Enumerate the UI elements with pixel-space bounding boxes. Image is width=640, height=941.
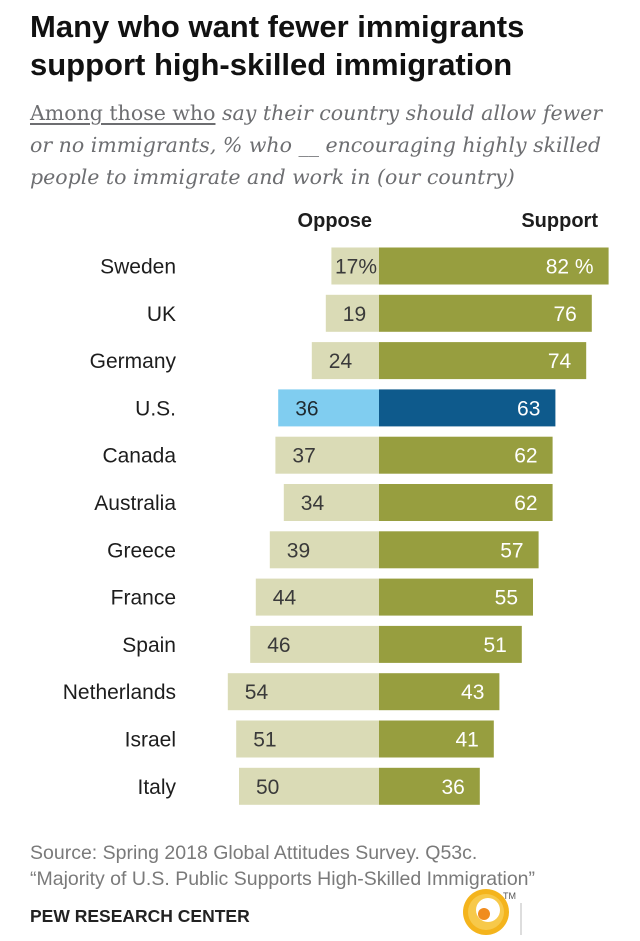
support-bar-u-s xyxy=(379,389,556,427)
support-value-israel: 41 xyxy=(455,729,478,752)
support-bar-france xyxy=(379,578,533,616)
source-line-1: Source: Spring 2018 Global Attitudes Sur… xyxy=(30,842,478,864)
chart-row-italy: Italy 50 36 xyxy=(137,767,480,805)
chart-row-greece: Greece 39 57 xyxy=(107,531,539,569)
column-header-oppose: Oppose xyxy=(298,210,372,232)
oppose-bar-sweden xyxy=(331,247,379,285)
publisher-logo-text: PEW RESEARCH CENTER xyxy=(30,906,250,926)
oppose-bar-australia xyxy=(283,484,379,521)
category-label-australia: Australia xyxy=(94,492,176,515)
chart-row-canada: Canada 37 62 xyxy=(102,436,553,474)
oppose-value-israel: 51 xyxy=(253,729,276,752)
category-label-greece: Greece xyxy=(107,539,176,562)
subtitle-line-1-rest: say their country should allow fewer xyxy=(215,101,603,125)
category-label-israel: Israel xyxy=(125,729,176,752)
chart-row-australia: Australia 34 62 xyxy=(94,484,553,521)
support-value-canada: 62 xyxy=(514,445,537,468)
support-bar-spain xyxy=(379,625,522,663)
oppose-value-germany: 24 xyxy=(329,350,353,373)
support-value-germany: 74 xyxy=(548,350,572,373)
support-value-u-s: 63 xyxy=(517,397,540,420)
support-bar-canada xyxy=(379,436,553,474)
support-value-australia: 62 xyxy=(514,492,537,515)
subtitle-lead: Among those who xyxy=(30,101,216,125)
support-value-france: 55 xyxy=(495,587,518,610)
category-label-france: France xyxy=(111,587,176,610)
support-bar-germany xyxy=(379,342,587,380)
oppose-value-greece: 39 xyxy=(287,539,310,562)
category-label-uk: UK xyxy=(147,303,176,326)
chart-row-israel: Israel 51 41 xyxy=(125,720,494,758)
oppose-value-u-s: 36 xyxy=(295,397,318,420)
oppose-bar-netherlands xyxy=(227,673,379,711)
subtitle-line-1: Among those who say their country should… xyxy=(30,97,602,129)
chart-row-france: France 44 55 xyxy=(111,578,533,616)
support-value-greece: 57 xyxy=(500,539,523,562)
oppose-value-canada: 37 xyxy=(292,445,315,468)
chart-row-uk: UK 19 76 xyxy=(147,294,592,332)
support-bar-sweden xyxy=(379,247,609,285)
oppose-value-spain: 46 xyxy=(267,634,290,657)
support-value-uk: 76 xyxy=(553,303,576,326)
support-bar-netherlands xyxy=(379,673,500,711)
chart-row-netherlands: Netherlands 54 43 xyxy=(63,673,500,711)
oppose-value-italy: 50 xyxy=(256,776,279,799)
oppose-value-uk: 19 xyxy=(343,303,366,326)
oppose-bar-u-s xyxy=(278,389,379,427)
oppose-bar-italy xyxy=(239,767,379,805)
oppose-value-sweden: 17% xyxy=(335,256,377,279)
oppose-bar-spain xyxy=(250,625,379,663)
chart-row-germany: Germany 24 74 xyxy=(90,342,587,380)
category-label-germany: Germany xyxy=(90,350,177,373)
category-label-netherlands: Netherlands xyxy=(63,681,176,704)
support-value-sweden: 82 % xyxy=(546,256,594,279)
oppose-bar-france xyxy=(255,578,379,616)
column-header-support: Support xyxy=(521,210,598,232)
oppose-value-australia: 34 xyxy=(301,492,325,515)
watermark-tm: TM xyxy=(503,891,516,901)
watermark-logo-icon xyxy=(463,889,509,935)
support-bar-italy xyxy=(379,767,480,805)
support-bar-australia xyxy=(379,484,553,521)
source-line-2: “Majority of U.S. Public Supports High-S… xyxy=(30,868,536,890)
oppose-bar-israel xyxy=(236,720,379,758)
oppose-bar-uk xyxy=(325,294,379,332)
category-label-italy: Italy xyxy=(137,776,176,799)
oppose-bar-germany xyxy=(311,342,379,380)
chart-title: Many who want fewer immigrants support h… xyxy=(30,9,525,82)
oppose-value-netherlands: 54 xyxy=(245,681,269,704)
support-bar-greece xyxy=(379,531,539,569)
chart-row-u-s: U.S. 36 63 xyxy=(135,389,556,427)
support-value-netherlands: 43 xyxy=(461,681,484,704)
category-label-u-s: U.S. xyxy=(135,397,176,420)
subtitle-line-3: people to immigrate and work in (our cou… xyxy=(30,165,515,189)
chart-subtitle: Among those who say their country should… xyxy=(30,97,602,193)
support-value-spain: 51 xyxy=(483,634,506,657)
category-label-sweden: Sweden xyxy=(100,256,176,279)
watermark: TM xyxy=(463,889,522,935)
chart-row-spain: Spain 46 51 xyxy=(122,625,522,663)
category-label-canada: Canada xyxy=(102,445,176,468)
source-note: Source: Spring 2018 Global Attitudes Sur… xyxy=(30,840,535,892)
oppose-bar-greece xyxy=(269,531,379,569)
support-bar-uk xyxy=(379,294,592,332)
support-bar-israel xyxy=(379,720,494,758)
chart-row-sweden: Sweden 17% 82 % xyxy=(100,247,609,285)
chart-rows: Sweden 17% 82 % UK 19 76 Germany 24 74 U.S. 36 63 Ca… xyxy=(63,247,609,805)
subtitle-line-2: or no immigrants, % who __ encouraging h… xyxy=(30,133,601,157)
oppose-value-france: 44 xyxy=(273,587,297,610)
category-label-spain: Spain xyxy=(122,634,176,657)
oppose-bar-canada xyxy=(275,436,379,474)
support-value-italy: 36 xyxy=(441,776,464,799)
